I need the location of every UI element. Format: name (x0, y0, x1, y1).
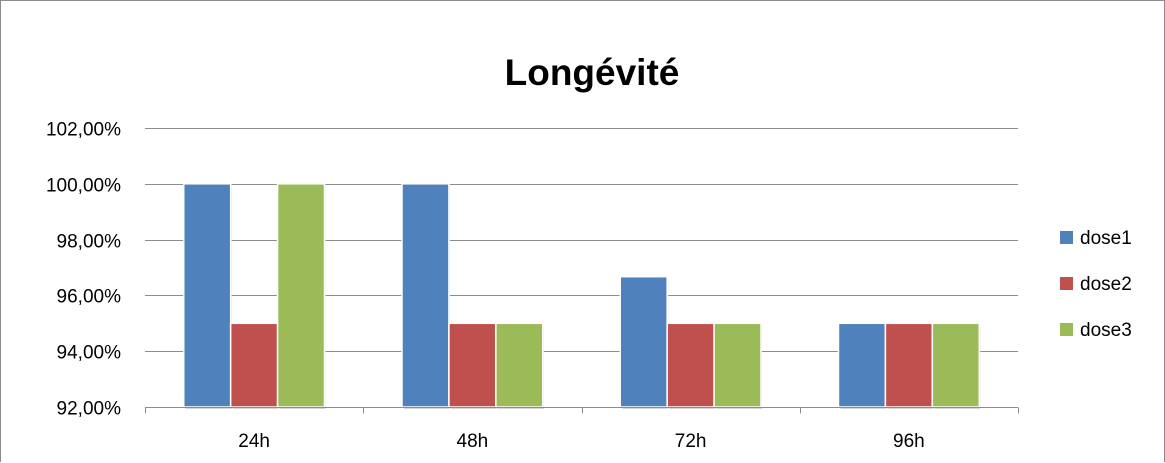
x-tick-label: 96h (893, 431, 925, 452)
x-tick-label: 48h (457, 431, 489, 452)
bars (182, 183, 981, 409)
legend-swatch (1060, 323, 1073, 336)
y-tick-label: 98,00% (57, 232, 122, 253)
gridlines (145, 128, 1018, 352)
bar-dose3-72h (713, 322, 762, 408)
legend-item-dose1: dose1 (1060, 228, 1132, 249)
bar-dose2-72h (666, 322, 715, 408)
bar-dose1-48h (401, 183, 450, 408)
legend-label: dose3 (1080, 320, 1132, 341)
legend: dose1 dose2 dose3 (1060, 228, 1132, 341)
legend-swatch (1060, 277, 1073, 290)
x-tick-label: 72h (675, 431, 707, 452)
legend-label: dose1 (1080, 228, 1132, 249)
bar-dose3-48h (495, 322, 544, 408)
x-tick-label: 24h (238, 431, 270, 452)
bar-dose2-24h (229, 322, 279, 408)
legend-item-dose3: dose3 (1060, 320, 1132, 341)
legend-item-dose2: dose2 (1060, 274, 1132, 295)
bar-dose2-48h (448, 322, 497, 408)
legend-swatch (1060, 231, 1073, 244)
y-tick-label: 92,00% (57, 399, 122, 420)
bar-dose3-24h (276, 183, 326, 408)
legend-label: dose2 (1080, 274, 1132, 295)
y-axis-tick-labels: 92,00% 94,00% 96,00% 98,00% 100,00% 102,00% (46, 120, 121, 420)
bar-dose1-72h (619, 275, 668, 408)
bar-dose2-96h (884, 322, 934, 408)
y-tick-label: 94,00% (57, 343, 122, 364)
x-axis (145, 407, 1019, 414)
chart-title: Longévité (505, 52, 680, 93)
bar-dose3-96h (931, 322, 981, 408)
y-tick-label: 96,00% (57, 287, 122, 308)
x-axis-tick-labels: 24h 48h 72h 96h (238, 431, 924, 452)
y-tick-label: 102,00% (46, 120, 121, 141)
bar-dose1-96h (837, 322, 887, 408)
y-tick-label: 100,00% (46, 176, 121, 197)
bar-dose1-24h (182, 183, 232, 408)
